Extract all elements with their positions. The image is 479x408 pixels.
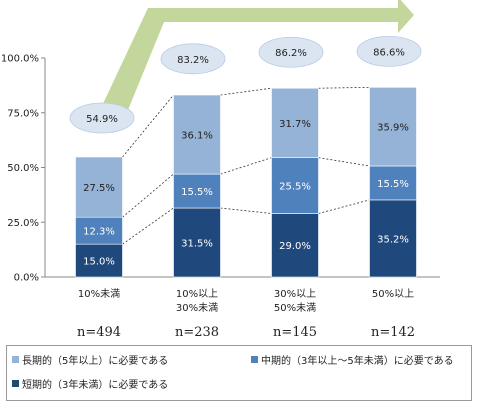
category-label: 10%以上 [176, 288, 218, 300]
bar-segment [75, 216, 123, 245]
category-label: 30%以上 [274, 288, 316, 300]
total-label: 86.6% [373, 47, 405, 58]
category-label: 50%以上 [372, 288, 414, 300]
bar-segment [75, 156, 123, 218]
x-axis-labels: 10%未満 n=494 10%以上 30%未満 n=238 30%以上 50%未満 n=145… [77, 288, 415, 340]
connector-lines [122, 86, 370, 245]
trend-arrow-layer [101, 0, 414, 110]
bar-segment [173, 207, 221, 278]
legend-swatch-long [12, 356, 19, 363]
bar-segment-label: 31.7% [279, 119, 311, 130]
bar-segment-label: 29.0% [279, 241, 311, 252]
connector-line [122, 207, 174, 245]
total-bubbles: 54.9% 83.2% 86.2% 86.6% [69, 35, 422, 134]
bar-segment [271, 87, 319, 158]
total-label: 54.9% [86, 114, 118, 125]
total-label: 83.2% [177, 55, 209, 66]
connector-line [220, 87, 272, 96]
total-bubble [356, 35, 422, 67]
legend-item-mid: 中期的（3年以上〜5年未満）に必要である [251, 352, 454, 367]
bar-segment-label: 35.2% [377, 234, 409, 245]
category-label: 50%未満 [274, 302, 316, 314]
bar-segment-label: 31.5% [181, 239, 213, 250]
legend-label-long: 長期的（5年以上）に必要である [22, 356, 169, 367]
connector-line [122, 94, 174, 158]
stacked-bar-chart: 0.0% 25.0% 50.0% 75.0% 100.0% 15.0% 12.3% 27.5… [1, 0, 440, 340]
y-tick-label: 0.0% [14, 273, 39, 284]
total-bubble [258, 36, 324, 68]
y-tick-label: 75.0% [7, 108, 39, 119]
connector-line [318, 157, 370, 167]
bar-segment [75, 243, 123, 278]
bar-segment-label: 15.5% [181, 187, 213, 198]
legend-label-short: 短期的（3年未満）に必要である [22, 380, 169, 391]
sample-size-label: n=494 [77, 325, 121, 340]
bar-segment-label: 27.5% [83, 183, 115, 194]
connector-line [220, 207, 272, 214]
connector-line [318, 86, 370, 89]
bar-segment-label: 36.1% [181, 131, 213, 142]
bar-segment-label: 12.3% [83, 227, 115, 238]
bar-segment [369, 165, 417, 201]
y-tick-label: 25.0% [7, 218, 39, 229]
category-label: 10%未満 [78, 288, 120, 300]
legend-item-short: 短期的（3年未満）に必要である [12, 376, 168, 391]
bar-segment-label: 15.5% [377, 179, 409, 190]
y-tick-label: 50.0% [7, 163, 39, 174]
connector-line [220, 157, 272, 175]
sample-size-label: n=145 [273, 325, 317, 340]
bar-segment [271, 213, 319, 278]
bar-segment-label: 15.0% [83, 257, 115, 268]
bar-segment [173, 94, 221, 175]
legend-label-mid: 中期的（3年以上〜5年未満）に必要である [261, 356, 454, 367]
bars: 15.0% 12.3% 27.5% 31.5% 15.5% 36.1% 29.0% 25.5%… [75, 87, 417, 278]
bar-segment [369, 87, 417, 167]
legend-item-long: 長期的（5年以上）に必要である [12, 352, 168, 367]
category-label: 30%未満 [176, 302, 218, 314]
legend-swatch-mid [251, 356, 258, 363]
legend: 長期的（5年以上）に必要である 中期的（3年以上〜5年未満）に必要である 短期的… [6, 345, 472, 401]
bar-segment-label: 35.9% [377, 123, 409, 134]
y-tick-label: 100.0% [1, 54, 39, 65]
bar-segment [173, 173, 221, 209]
total-bubble [69, 102, 135, 134]
bar-segment-label: 25.5% [279, 182, 311, 193]
legend-swatch-short [12, 380, 19, 387]
total-bubble [160, 43, 226, 75]
sample-size-label: n=142 [371, 325, 415, 340]
trend-arrow [101, 0, 414, 110]
total-label: 86.2% [275, 48, 307, 59]
connector-line [122, 173, 174, 218]
connector-line [318, 199, 370, 214]
sample-size-label: n=238 [175, 325, 219, 340]
